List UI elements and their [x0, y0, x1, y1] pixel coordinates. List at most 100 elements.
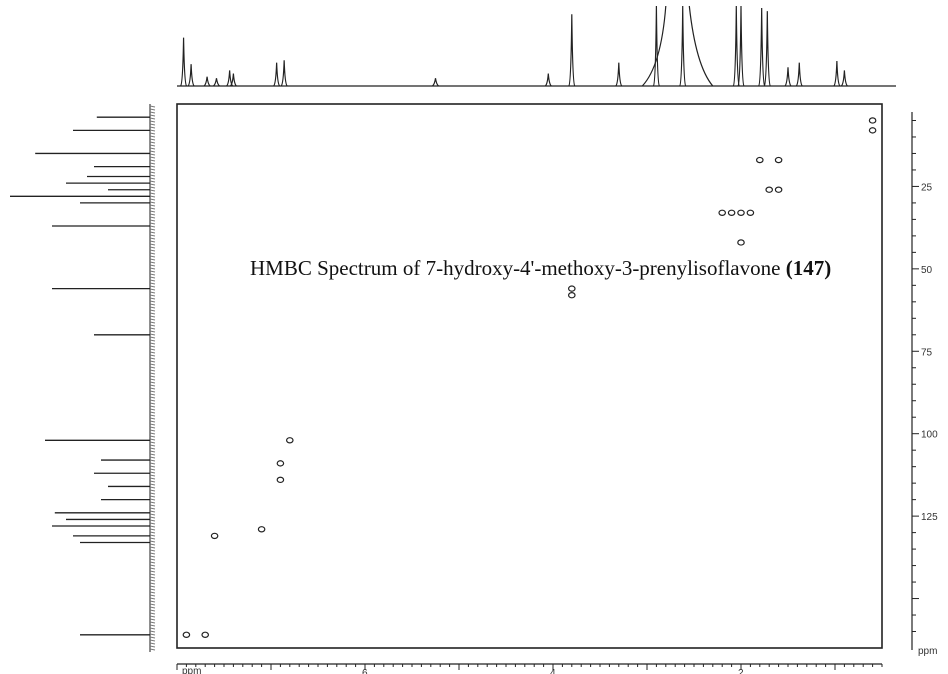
- correlation-peak-19: [201, 631, 210, 639]
- f1-noise-121: [149, 120, 156, 123]
- f1-noise-394: [149, 393, 156, 396]
- f1-noise-526: [149, 525, 156, 528]
- correlation-peak-12: [567, 292, 576, 299]
- y-tick-label-4: 125: [921, 512, 938, 523]
- f1-noise-220: [149, 219, 156, 222]
- f1-noise-172: [149, 171, 156, 174]
- f1-noise-616: [149, 615, 156, 618]
- correlation-peak-18: [182, 631, 191, 639]
- f1-noise-133: [149, 132, 156, 135]
- f2-axis: 6 4 2: [176, 663, 883, 674]
- y-tick-label-3: 100: [921, 430, 938, 441]
- f1-noise-367: [149, 366, 156, 369]
- f1-noise-247: [149, 246, 156, 249]
- correlation-peak-8: [737, 209, 745, 216]
- f1-noise-361: [149, 360, 156, 363]
- correlation-peak-13: [285, 437, 294, 444]
- y-tick-label-2: 75: [921, 347, 933, 358]
- f1-noise-649: [149, 648, 156, 651]
- f2-peak-17: [763, 11, 771, 87]
- f1-noise-316: [149, 315, 156, 318]
- f1-noise-448: [149, 447, 156, 450]
- plot-frame: [176, 103, 883, 649]
- y-tick-label-0: 25: [921, 182, 933, 193]
- f1-noise-553: [149, 552, 156, 555]
- f1-noise-163: [149, 162, 156, 165]
- f1-noise-556: [149, 555, 156, 558]
- f1-noise-640: [149, 639, 156, 642]
- f2-peak-10: [568, 14, 576, 87]
- f1-noise-481: [149, 480, 156, 483]
- f1-noise-187: [149, 186, 156, 189]
- correlation-peak-7: [727, 209, 736, 216]
- f1-noise-511: [149, 510, 156, 513]
- f1-noise-196: [149, 195, 156, 198]
- f1-noise-112: [149, 111, 156, 114]
- f1-noise-535: [149, 534, 156, 537]
- correlation-peak-17: [210, 532, 219, 540]
- f2-peak-7: [280, 60, 288, 87]
- f1-noise-487: [149, 486, 156, 489]
- spectrum-caption: HMBC Spectrum of 7-hydroxy-4'-methoxy-3-…: [250, 256, 890, 281]
- f1-noise-406: [149, 405, 156, 408]
- f1-noise-565: [149, 564, 156, 567]
- f1-noise-475: [149, 474, 156, 477]
- f1-noise-442: [149, 441, 156, 444]
- f1-noise-208: [149, 207, 156, 210]
- f2-peak-2: [203, 76, 211, 87]
- correlation-peak-16: [257, 526, 266, 533]
- f1-noise-127: [149, 126, 156, 129]
- f1-noise-469: [149, 468, 156, 471]
- f1-noise-514: [149, 513, 156, 516]
- f2-peak-18: [784, 67, 792, 87]
- f1-noise-151: [149, 150, 156, 153]
- f1-noise-226: [149, 225, 156, 228]
- f2-peak-0: [180, 37, 188, 87]
- f1-noise-343: [149, 342, 156, 345]
- f1-noise-493: [149, 492, 156, 495]
- f1-noise-319: [149, 318, 156, 321]
- f1-noise-253: [149, 252, 156, 255]
- f1-noise-118: [149, 117, 156, 120]
- f1-noise-181: [149, 180, 156, 183]
- f2-peak-3: [213, 78, 220, 87]
- correlation-peak-11: [567, 285, 576, 292]
- f1-noise-334: [149, 333, 156, 336]
- f1-noise-193: [149, 192, 156, 195]
- f1-noise-241: [149, 240, 156, 243]
- f1-noise-217: [149, 216, 156, 219]
- f1-noise-562: [149, 561, 156, 564]
- f1-noise-484: [149, 483, 156, 486]
- f1-noise-643: [149, 642, 156, 645]
- f1-noise-613: [149, 612, 156, 615]
- correlation-peak-4: [765, 186, 774, 193]
- f1-noise-331: [149, 330, 156, 333]
- f1-noise-454: [149, 453, 156, 456]
- f1-noise-529: [149, 528, 156, 531]
- f1-noise-385: [149, 384, 156, 387]
- f2-peak-1: [187, 64, 195, 87]
- f1-noise-148: [149, 147, 156, 150]
- f1-noise-619: [149, 618, 156, 621]
- f1-noise-637: [149, 636, 156, 639]
- f1-noise-313: [149, 312, 156, 315]
- f1-noise-250: [149, 249, 156, 252]
- f2-peak-15: [737, 5, 745, 87]
- f1-noise-370: [149, 369, 156, 372]
- f1-noise-130: [149, 129, 156, 132]
- f1-noise-142: [149, 141, 156, 144]
- f1-noise-223: [149, 222, 156, 225]
- x-unit-label: ppm: [182, 666, 201, 674]
- f1-noise-472: [149, 471, 156, 474]
- f1-noise-190: [149, 189, 156, 192]
- f1-noise-403: [149, 402, 156, 405]
- f1-noise-340: [149, 339, 156, 342]
- f1-noise-400: [149, 399, 156, 402]
- f1-noise-124: [149, 123, 156, 126]
- f1-noise-283: [149, 282, 156, 285]
- f1-noise-307: [149, 306, 156, 309]
- f1-noise-415: [149, 414, 156, 417]
- f1-noise-589: [149, 588, 156, 591]
- f1-noise-592: [149, 591, 156, 594]
- f1-noise-625: [149, 624, 156, 627]
